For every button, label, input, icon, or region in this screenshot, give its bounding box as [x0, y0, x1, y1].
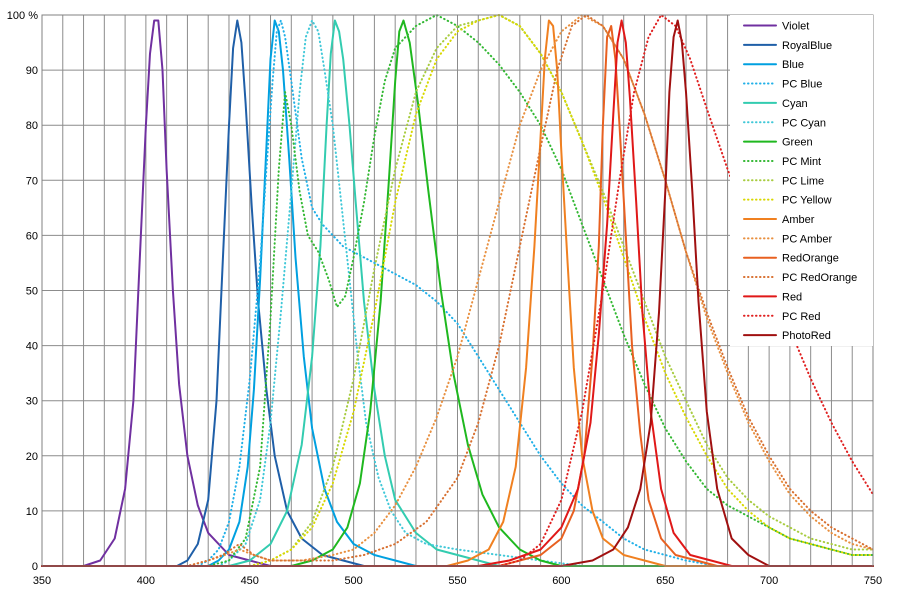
- legend-label-pc-amber: PC Amber: [782, 233, 832, 245]
- legend-label-pc-yellow: PC Yellow: [782, 195, 832, 207]
- y-tick-label: 40: [26, 341, 38, 353]
- x-tick-label: 450: [241, 575, 259, 587]
- x-tick-label: 700: [760, 575, 778, 587]
- series-line-pc-redorange: [41, 14, 874, 567]
- y-tick-label: 60: [26, 230, 38, 242]
- series-line-violet: [82, 19, 874, 567]
- y-tick-label: 80: [26, 120, 38, 132]
- legend-label-pc-red: PC Red: [782, 311, 821, 323]
- x-tick-label: 750: [864, 575, 882, 587]
- legend-label-cyan: Cyan: [782, 98, 808, 110]
- series-line-cyan: [41, 19, 874, 567]
- y-tick-label: 0: [32, 561, 38, 573]
- y-tick-label: 10: [26, 506, 38, 518]
- series-line-pc-cyan: [41, 19, 874, 567]
- legend-label-pc-redorange: PC RedOrange: [782, 272, 857, 284]
- series-line-royalblue: [41, 19, 874, 567]
- x-tick-label: 650: [656, 575, 674, 587]
- y-tick-label: 50: [26, 286, 38, 298]
- y-tick-label: 30: [26, 396, 38, 408]
- y-axis-tick-labels: 0 10 20 30 40 50 60 70 80 90 100 %: [7, 10, 38, 573]
- y-tick-label: 90: [26, 65, 38, 77]
- legend-label-pc-cyan: PC Cyan: [782, 117, 826, 129]
- y-tick-label: 70: [26, 175, 38, 187]
- series-line-green: [41, 19, 874, 567]
- legend: Violet RoyalBlue Blue PC Blue Cyan PC Cyan Gre…: [730, 15, 873, 346]
- series-line-photored: [41, 19, 874, 567]
- legend-label-pc-blue: PC Blue: [782, 79, 822, 91]
- y-tick-label: 20: [26, 451, 38, 463]
- series-lines: [41, 14, 874, 567]
- x-axis-tick-labels: 350 400 450 500 550 600 650 700 750: [33, 575, 882, 587]
- legend-label-pc-lime: PC Lime: [782, 175, 824, 187]
- y-tick-label: 100 %: [7, 10, 38, 22]
- legend-box: [730, 15, 873, 346]
- series-line-red: [41, 19, 874, 567]
- series-line-amber: [41, 19, 874, 567]
- series-line-pc-red: [41, 14, 874, 567]
- series-line-redorange: [41, 25, 874, 567]
- legend-label-violet: Violet: [782, 21, 809, 33]
- series-line-pc-blue: [41, 19, 719, 567]
- legend-label-royalblue: RoyalBlue: [782, 40, 832, 52]
- series-line-blue: [41, 19, 874, 567]
- x-tick-label: 350: [33, 575, 51, 587]
- series-line-pc-yellow: [41, 14, 874, 567]
- x-tick-label: 500: [344, 575, 362, 587]
- legend-label-pc-mint: PC Mint: [782, 156, 821, 168]
- legend-label-red: Red: [782, 291, 802, 303]
- legend-label-photored: PhotoRed: [782, 330, 831, 342]
- x-tick-label: 400: [137, 575, 155, 587]
- x-tick-label: 600: [552, 575, 570, 587]
- legend-label-amber: Amber: [782, 214, 815, 226]
- legend-label-redorange: RedOrange: [782, 253, 839, 265]
- legend-label-green: Green: [782, 137, 813, 149]
- x-tick-label: 550: [448, 575, 466, 587]
- legend-label-blue: Blue: [782, 59, 804, 71]
